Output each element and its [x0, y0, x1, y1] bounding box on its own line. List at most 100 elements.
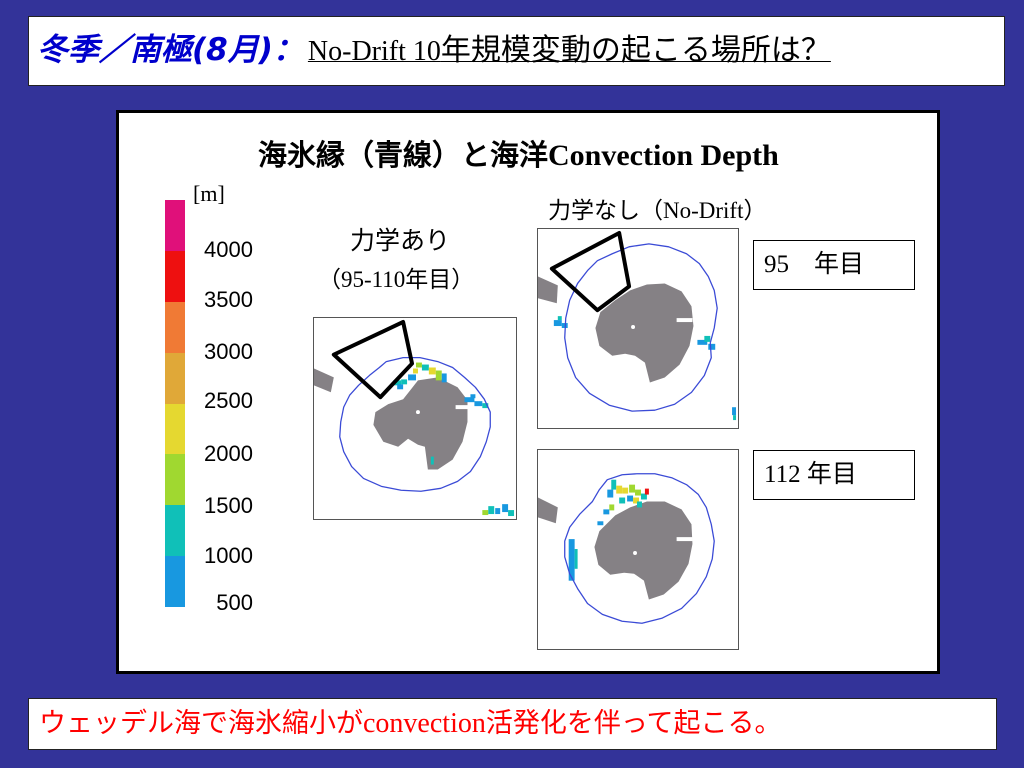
convection-cell: [482, 403, 489, 409]
convection-cell: [397, 384, 404, 390]
grid-gap: [455, 405, 472, 410]
convection-cell: [435, 370, 442, 381]
convection-cells: [568, 479, 649, 581]
colorbar-segment: [165, 454, 185, 506]
panel-heading-jp: 海氷縁（青線）と海洋: [258, 138, 549, 172]
convection-cell: [428, 367, 436, 375]
colorbar-tick-label: 500: [216, 590, 253, 615]
colorbar-unit: [m]: [193, 181, 225, 206]
title-prefix: 冬季／南極(8月)：: [37, 32, 304, 68]
figure-panel: 海氷縁（青線）と海洋Convection Depth [m] 4000 3500…: [116, 110, 940, 674]
convection-cell: [609, 504, 615, 511]
no-drift-label: 力学なし（No-Drift）: [548, 198, 767, 223]
title-main-latin: No-Drift 10: [307, 36, 441, 67]
conclusion-part1: ウェッデル海で海氷縮小が: [39, 708, 363, 739]
map-no-drift-year-112: [537, 449, 739, 650]
convection-cell: [607, 489, 614, 498]
with-dynamics-period: （95-110年目）: [318, 267, 475, 292]
convection-cell: [574, 549, 578, 569]
convection-cell: [495, 508, 501, 515]
pole-marker: [633, 550, 638, 555]
landmass-fragment: [538, 276, 558, 304]
conclusion-part2: convection: [363, 708, 486, 739]
colorbar-segment: [165, 301, 185, 353]
convection-cell: [408, 374, 416, 381]
colorbar-segment: [165, 403, 185, 455]
weddell-sea-outline: [331, 319, 415, 400]
convection-cell: [413, 368, 418, 374]
convection-cell: [627, 495, 634, 502]
grid-gap: [676, 318, 693, 323]
convection-cell: [733, 415, 737, 421]
colorbar-tick-label: 3000: [204, 339, 253, 364]
ice-edge-line: [564, 473, 715, 624]
colorbar: [165, 200, 185, 607]
convection-cell: [640, 493, 647, 500]
convection-cell: [708, 343, 716, 350]
convection-cell: [474, 401, 483, 407]
convection-cell: [553, 320, 562, 327]
convection-cell: [633, 497, 639, 504]
title-main: No-Drift 10年規模変動の起こる場所は？: [307, 18, 831, 85]
colorbar-segment: [165, 200, 185, 251]
convection-cell: [619, 497, 626, 504]
convection-cell: [430, 456, 434, 465]
grid-gap: [676, 537, 693, 542]
antarctica-landmass: [594, 501, 693, 600]
pole-marker: [415, 410, 420, 415]
convection-cell: [415, 362, 422, 368]
colorbar-tick-label: 3500: [204, 287, 253, 312]
convection-cell: [603, 509, 610, 515]
map-with-dynamics: [313, 317, 517, 520]
convection-cell: [616, 485, 623, 494]
conclusion-box: ウェッデル海で海氷縮小がconvection活発化を伴って起こる。: [28, 698, 997, 750]
convection-cell: [697, 339, 708, 345]
convection-cell: [622, 487, 629, 494]
convection-cell: [482, 510, 489, 516]
convection-cell: [611, 479, 617, 490]
pole-marker: [631, 325, 636, 329]
colorbar-segment: [165, 352, 185, 404]
landmass-fragment: [314, 368, 334, 393]
convection-cell: [508, 510, 515, 517]
weddell-sea-outline: [549, 230, 632, 313]
ice-edge-line: [339, 356, 491, 492]
colorbar-tick-label: 1500: [204, 493, 253, 518]
title-main-rest: 年規模変動の起こる場所は？: [440, 33, 831, 68]
convection-cell: [597, 521, 604, 526]
convection-cell: [502, 504, 509, 513]
colorbar-tick-label: 2500: [204, 388, 253, 413]
slide-title-box: 冬季／南極(8月)： No-Drift 10年規模変動の起こる場所は？: [28, 16, 1005, 86]
ice-edge-line: [564, 243, 718, 412]
antarctica-landmass: [595, 283, 694, 383]
convection-cell: [568, 539, 575, 581]
colorbar-segment: [165, 556, 185, 607]
colorbar-tick-label: 2000: [204, 441, 253, 466]
convection-cell: [732, 407, 737, 416]
convection-cell: [401, 379, 408, 385]
panel-heading: 海氷縁（青線）と海洋Convection Depth: [258, 137, 779, 174]
antarctica-landmass: [373, 377, 468, 470]
year-label-112: 112 年目: [753, 450, 915, 500]
convection-cell: [637, 501, 642, 508]
convection-cell: [470, 394, 476, 399]
convection-cell: [629, 484, 636, 493]
landmass-fragment: [538, 497, 558, 524]
convection-cells: [393, 362, 515, 517]
colorbar-segment: [165, 505, 185, 557]
convection-cell: [464, 397, 475, 403]
colorbar-tick-label: 1000: [204, 543, 253, 568]
panel-heading-en: Convection Depth: [548, 139, 779, 172]
convection-cell: [488, 506, 495, 515]
convection-cell: [441, 373, 447, 383]
convection-cell: [421, 364, 429, 371]
convection-cell: [704, 335, 711, 342]
with-dynamics-label: 力学あり: [350, 226, 451, 255]
convection-cell: [644, 488, 649, 495]
convection-cell: [557, 316, 562, 321]
convection-cell: [635, 489, 641, 496]
year-label-95: 95 年目: [753, 240, 915, 290]
conclusion-part3: 活発化を伴って起こる。: [485, 708, 782, 739]
colorbar-segment: [165, 250, 185, 302]
map-no-drift-year-95: [537, 228, 739, 429]
